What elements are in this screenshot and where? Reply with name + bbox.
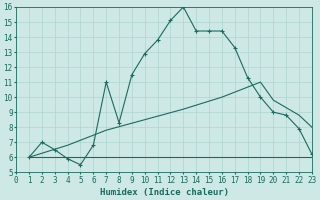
X-axis label: Humidex (Indice chaleur): Humidex (Indice chaleur)	[100, 188, 228, 197]
